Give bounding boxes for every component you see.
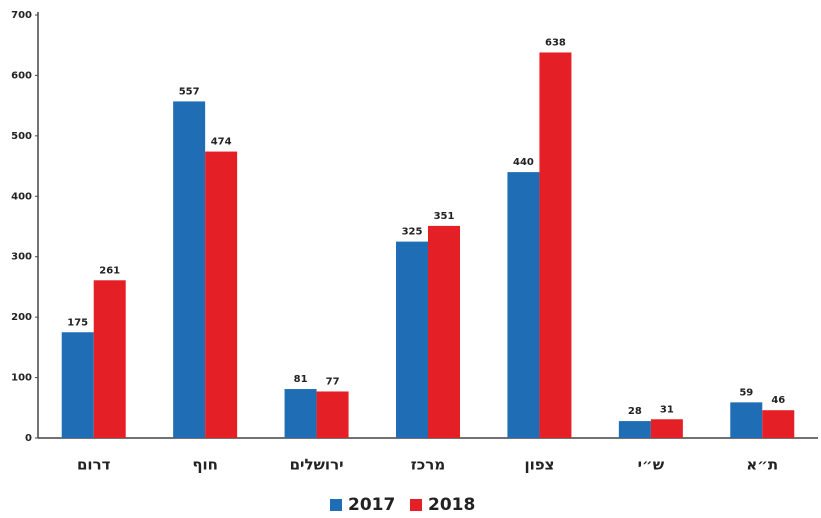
bar xyxy=(173,101,206,439)
value-label: 351 xyxy=(434,211,455,222)
value-label: 474 xyxy=(211,137,232,148)
value-label: 77 xyxy=(326,376,340,387)
y-tick-label: 0 xyxy=(25,433,32,444)
bar xyxy=(507,172,540,438)
y-tick-label: 300 xyxy=(11,252,32,263)
value-label: 46 xyxy=(771,395,785,406)
bar xyxy=(539,52,572,439)
legend-label: 2018 xyxy=(428,495,475,515)
bar xyxy=(428,225,460,438)
y-tick-label: 200 xyxy=(11,312,32,323)
value-label: 81 xyxy=(294,374,308,385)
value-label: 557 xyxy=(179,86,200,97)
y-tick-label: 400 xyxy=(11,191,32,202)
bar xyxy=(93,280,126,438)
legend-label: 2017 xyxy=(348,495,395,515)
bar xyxy=(762,410,795,438)
value-label: 31 xyxy=(660,404,674,415)
y-tick-label: 500 xyxy=(11,131,32,142)
x-tick-label: מרכז xyxy=(411,456,445,474)
bar xyxy=(730,402,763,438)
value-label: 261 xyxy=(99,265,120,276)
value-label: 440 xyxy=(513,157,534,168)
y-tick-label: 600 xyxy=(11,70,32,81)
bar xyxy=(61,332,94,438)
value-label: 325 xyxy=(402,227,423,238)
y-tick-label: 700 xyxy=(11,10,32,21)
legend-swatch xyxy=(410,499,422,511)
value-label: 175 xyxy=(67,317,88,328)
bar xyxy=(316,391,349,438)
bar xyxy=(650,419,683,438)
x-tick-label: ירושלים xyxy=(290,456,344,474)
x-tick-label: צפון xyxy=(524,456,554,474)
bar xyxy=(396,241,428,438)
y-tick-label: 100 xyxy=(11,373,32,384)
bar xyxy=(205,151,238,438)
x-tick-label: ת״א xyxy=(746,456,778,474)
value-label: 638 xyxy=(545,37,566,48)
value-label: 59 xyxy=(739,387,753,398)
x-tick-label: חוף xyxy=(192,456,218,474)
x-tick-label: ש״י xyxy=(638,456,665,474)
legend-swatch xyxy=(330,499,342,511)
value-label: 28 xyxy=(628,406,642,417)
bar xyxy=(618,421,651,438)
bar xyxy=(284,389,317,438)
x-tick-label: דרום xyxy=(77,456,111,474)
